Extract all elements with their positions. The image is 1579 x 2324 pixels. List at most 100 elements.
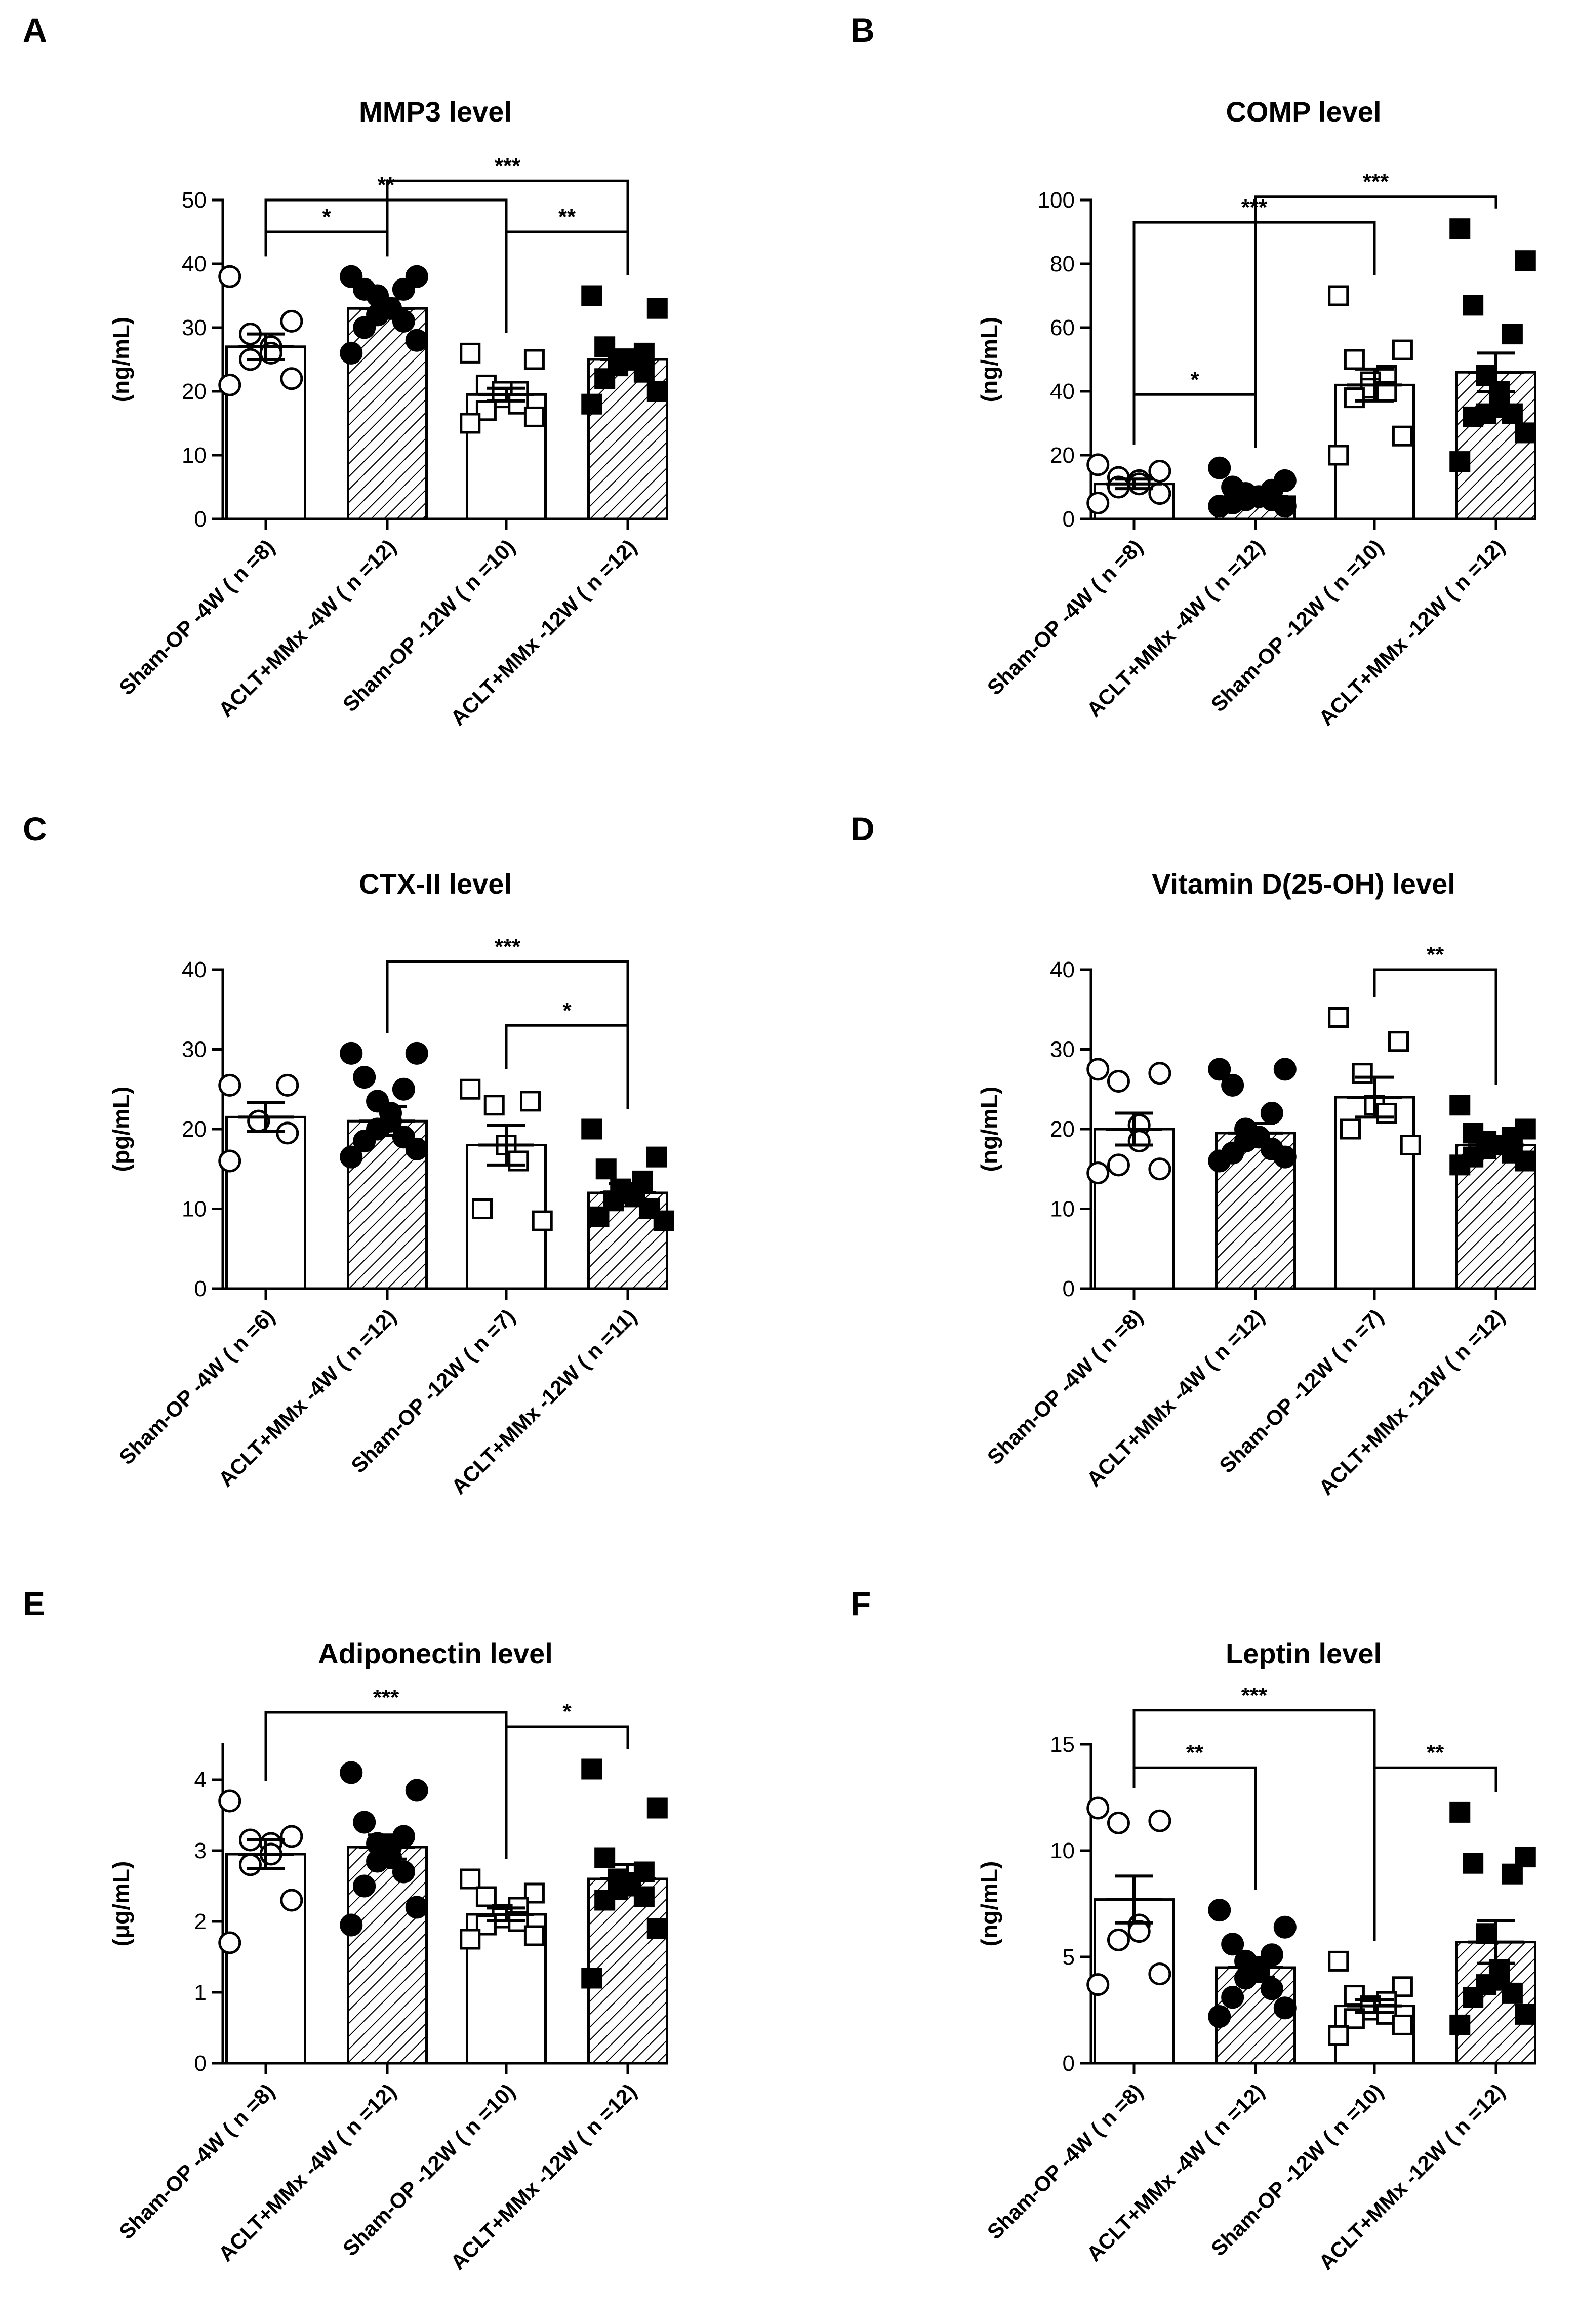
data-point bbox=[340, 341, 363, 365]
data-point bbox=[392, 277, 415, 301]
data-point bbox=[238, 1853, 262, 1876]
data-point bbox=[280, 1825, 303, 1848]
significance-label: *** bbox=[373, 1685, 399, 1710]
chart-title: Adiponectin level bbox=[318, 1637, 553, 1669]
y-tick-label: 0 bbox=[194, 2051, 207, 2076]
y-tick-label: 0 bbox=[194, 507, 207, 532]
bar-1 bbox=[225, 1853, 306, 2065]
data-point bbox=[594, 368, 616, 389]
y-tick-label: 3 bbox=[194, 1838, 207, 1863]
data-point bbox=[1107, 1153, 1130, 1177]
data-point bbox=[1086, 1796, 1110, 1820]
data-point bbox=[646, 1918, 668, 1939]
data-point bbox=[1352, 1063, 1373, 1084]
data-point bbox=[1208, 495, 1231, 518]
data-point bbox=[1127, 1130, 1151, 1153]
y-tick-label: 50 bbox=[182, 188, 207, 213]
data-point bbox=[1476, 1923, 1497, 1944]
data-point bbox=[595, 1158, 617, 1180]
y-axis-label: (ng/mL) bbox=[108, 317, 134, 403]
significance-label: * bbox=[562, 1699, 572, 1724]
data-point bbox=[366, 1850, 389, 1873]
data-point bbox=[1273, 495, 1297, 518]
data-point bbox=[633, 362, 655, 383]
data-point bbox=[646, 298, 668, 319]
data-point bbox=[1449, 1154, 1471, 1176]
data-point bbox=[276, 1121, 299, 1145]
y-tick-label: 10 bbox=[182, 443, 207, 468]
data-point bbox=[1340, 1118, 1361, 1140]
data-point bbox=[633, 1886, 655, 1907]
data-point bbox=[340, 1761, 363, 1784]
data-point bbox=[1208, 2005, 1231, 2028]
data-point bbox=[532, 1210, 553, 1231]
y-tick-label: 40 bbox=[1050, 957, 1075, 982]
y-tick-label: 20 bbox=[1050, 443, 1075, 468]
data-point bbox=[475, 1886, 497, 1907]
data-point bbox=[646, 1146, 667, 1168]
y-tick-label: 30 bbox=[182, 1037, 207, 1062]
panel-label: B bbox=[851, 11, 875, 49]
data-point bbox=[1392, 2014, 1413, 2035]
data-point bbox=[1392, 425, 1413, 447]
data-point bbox=[460, 413, 481, 434]
significance-label: * bbox=[322, 205, 331, 229]
data-point bbox=[1148, 460, 1171, 483]
data-point bbox=[1086, 1058, 1110, 1081]
y-tick-label: 0 bbox=[1063, 507, 1075, 532]
y-tick-label: 40 bbox=[1050, 379, 1075, 404]
data-point bbox=[280, 1889, 303, 1912]
data-point bbox=[353, 316, 376, 339]
data-point bbox=[1221, 1986, 1244, 2009]
y-axis-label: (ng/mL) bbox=[976, 1087, 1002, 1172]
data-point bbox=[523, 1882, 545, 1904]
data-point bbox=[1502, 403, 1523, 424]
data-point bbox=[1463, 406, 1484, 427]
data-point bbox=[1502, 324, 1523, 345]
data-point bbox=[1515, 1847, 1536, 1868]
data-point bbox=[405, 1041, 428, 1065]
data-point bbox=[218, 1789, 241, 1813]
data-point bbox=[353, 1066, 376, 1089]
data-point bbox=[1086, 492, 1110, 514]
data-point bbox=[280, 309, 303, 333]
data-point bbox=[1400, 1135, 1421, 1155]
data-point bbox=[1260, 1977, 1283, 2000]
data-point bbox=[392, 1077, 415, 1101]
data-point bbox=[1208, 1149, 1231, 1173]
data-point bbox=[340, 1145, 363, 1169]
y-tick-label: 30 bbox=[182, 315, 207, 340]
significance-label: * bbox=[1190, 367, 1199, 392]
y-tick-label: 0 bbox=[194, 1276, 207, 1301]
data-point bbox=[581, 1968, 602, 1989]
significance-bracket bbox=[386, 179, 629, 275]
data-point bbox=[218, 1073, 241, 1097]
data-point bbox=[1273, 1996, 1297, 2020]
y-tick-label: 20 bbox=[1050, 1117, 1075, 1142]
significance-label: ** bbox=[558, 205, 576, 229]
data-point bbox=[1260, 1102, 1283, 1125]
data-point bbox=[523, 406, 545, 427]
data-point bbox=[1148, 482, 1171, 505]
data-point bbox=[1449, 1095, 1471, 1116]
chart-title: Vitamin D(25-OH) level bbox=[1152, 868, 1455, 900]
y-tick-label: 20 bbox=[182, 379, 207, 404]
y-tick-label: 4 bbox=[194, 1768, 207, 1792]
y-axis-label: (ng/mL) bbox=[976, 1861, 1002, 1947]
data-point bbox=[340, 1913, 363, 1937]
data-point bbox=[1515, 1150, 1536, 1172]
data-point bbox=[1328, 285, 1349, 306]
data-point bbox=[1208, 1058, 1231, 1081]
y-tick-label: 1 bbox=[194, 1980, 207, 2005]
data-point bbox=[646, 1797, 668, 1819]
data-point bbox=[353, 1874, 376, 1898]
panel-label: C bbox=[23, 810, 47, 848]
data-point bbox=[581, 393, 602, 415]
data-point bbox=[581, 1118, 602, 1140]
data-point bbox=[1328, 1007, 1349, 1028]
data-point bbox=[1392, 339, 1413, 360]
data-point bbox=[523, 349, 545, 370]
data-point bbox=[581, 1758, 602, 1780]
y-tick-label: 10 bbox=[182, 1197, 207, 1222]
